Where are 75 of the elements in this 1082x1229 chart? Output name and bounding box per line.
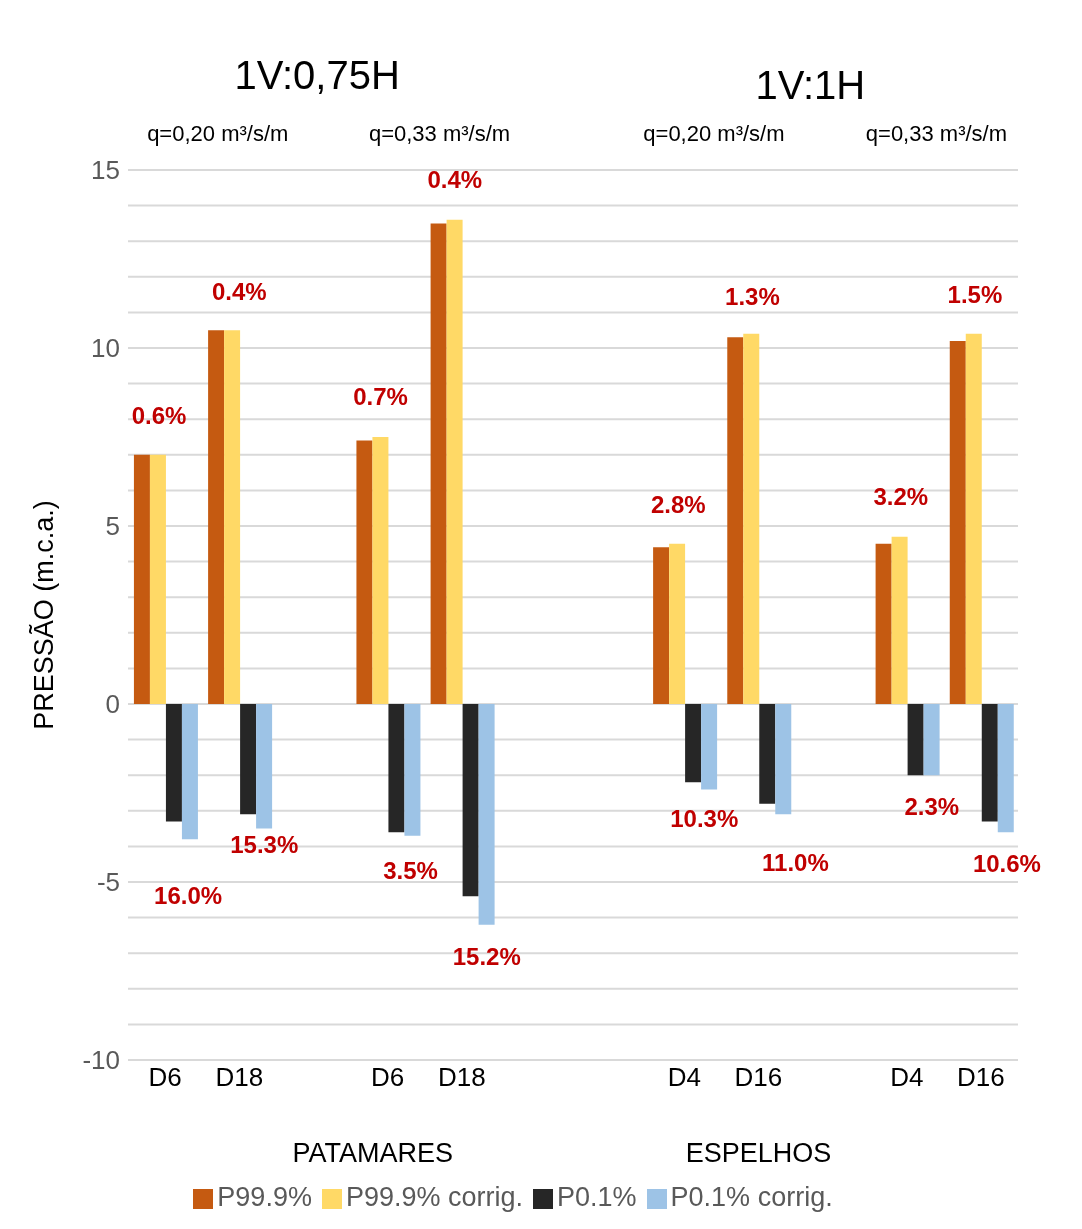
x-tick-label: D16 [957,1062,1005,1093]
x-tick-label: D6 [148,1062,182,1093]
bar [149,454,166,704]
text: q=0,20 m³/s/m [643,120,785,146]
annotation: 0.6% [131,402,187,430]
x-tick-label: D18 [215,1062,264,1093]
bar [165,704,182,822]
annotation: 15.2% [452,943,521,971]
bar [478,704,495,925]
x-tick-label: D16 [734,1062,783,1093]
y-tick-label: 5 [105,511,120,542]
bar [372,437,389,704]
bar [133,454,150,704]
bar [256,704,273,829]
bar [997,704,1014,833]
x-tick-label: D6 [370,1062,405,1093]
bar [923,704,940,776]
y-tick-label: 15 [91,155,120,186]
annotation: 1.3% [725,283,780,311]
annotation: 11.0% [762,848,829,876]
bar [446,219,463,704]
text: 1V:0,75H [234,52,400,97]
bar [759,704,776,804]
annotation: 1.5% [947,281,1003,309]
bar [669,543,686,704]
bar [727,337,744,704]
y-tick-label: 0 [105,689,120,720]
bar [404,704,421,836]
bar [965,333,982,704]
annotation: 10.3% [670,804,739,832]
bar [907,704,924,776]
annotation: 10.6% [972,849,1041,877]
bar [430,223,447,704]
annotation: 0.4% [211,277,267,305]
text: q=0,33 m³/s/m [865,120,1008,146]
bar [891,536,908,704]
x-tick-label: D18 [437,1062,486,1093]
bar [981,704,998,822]
bar [208,330,225,704]
y-tick-label: 10 [91,333,120,364]
x-tick-label: D4 [667,1062,701,1093]
bar [949,340,966,704]
bar [775,704,792,815]
legend-label: P99.9% [217,1182,312,1212]
bar [653,547,670,704]
bar [181,704,198,840]
bar [224,330,241,704]
legend-label: P0.1% [557,1182,637,1212]
text: q=0,33 m³/s/m [368,120,511,146]
annotation: 16.0% [154,881,223,909]
y-axis-title: PRESSÃO (m.c.a.) [27,500,59,730]
y-tick-label: -5 [96,867,120,898]
text: PATAMARES [292,1138,454,1169]
text: q=0,20 m³/s/m [147,120,289,146]
annotation: 2.8% [650,491,706,519]
bar [388,704,405,833]
bar [743,333,760,704]
annotation: 3.2% [873,483,929,511]
legend-label: P99.9% corrig. [345,1182,524,1212]
annotation: 0.7% [353,383,408,411]
legend-label: P0.1% corrig. [670,1182,833,1212]
x-tick-label: D4 [890,1062,924,1093]
bar [701,704,718,790]
bar [462,704,479,897]
annotation: 0.4% [427,166,483,194]
bar [240,704,257,815]
bar [356,440,373,704]
bar [685,704,702,783]
y-tick-label: -10 [82,1045,120,1076]
text: ESPELHOS [685,1138,832,1169]
text: 1V:1H [755,62,866,107]
annotation: 15.3% [230,830,299,858]
annotation: 3.5% [383,857,438,885]
bar [875,543,892,704]
annotation: 2.3% [904,792,960,820]
